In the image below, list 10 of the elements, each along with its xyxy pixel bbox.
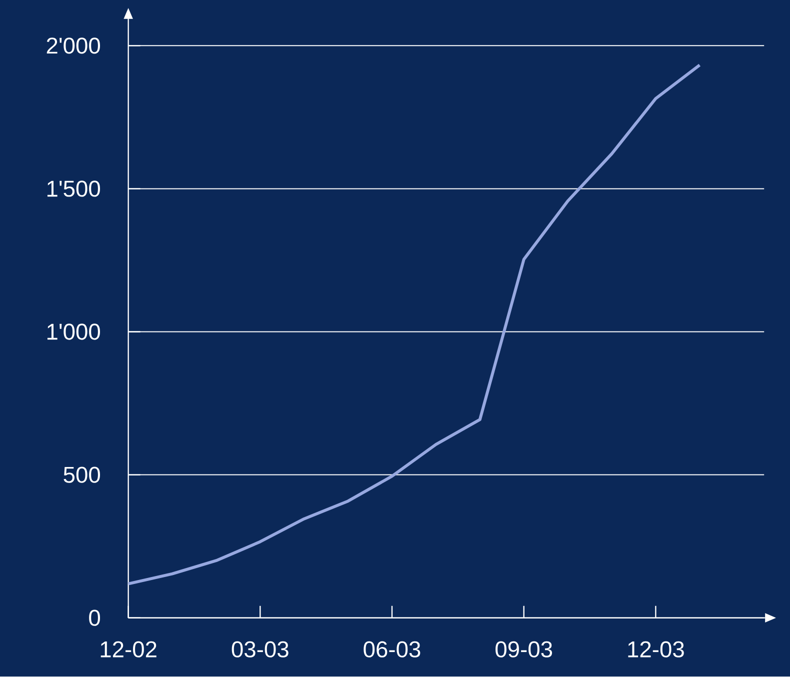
x-tick-label: 12-03 xyxy=(628,641,684,658)
x-tick-label: 12-02 xyxy=(100,641,156,658)
y-tick-label: 500 xyxy=(64,466,100,484)
y-tick-label: 1'000 xyxy=(47,324,100,340)
x-tick-label: 09-03 xyxy=(496,641,552,658)
x-tick-label: 03-03 xyxy=(232,641,288,658)
y-tick-label: 0 xyxy=(89,610,100,626)
y-tick-label: 2'000 xyxy=(46,38,100,54)
x-tick-label: 06-03 xyxy=(364,641,420,658)
y-tick-label: 1'500 xyxy=(47,180,100,197)
